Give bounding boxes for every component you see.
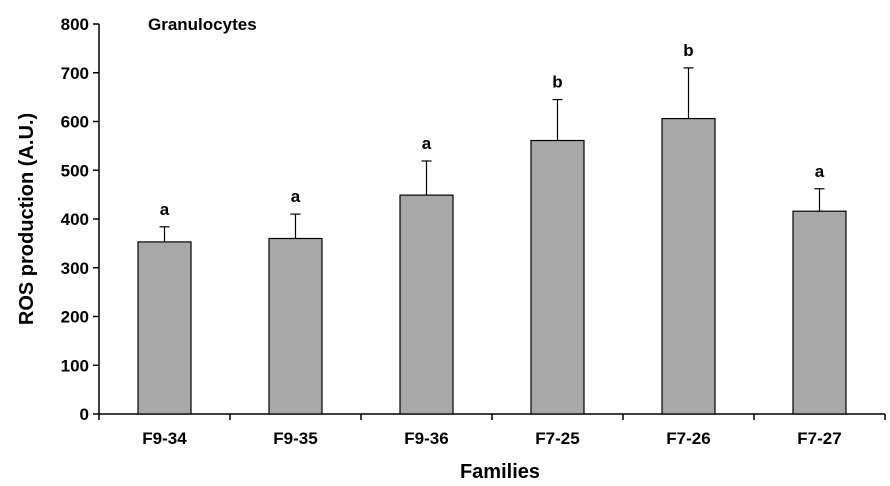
x-tick-label-F7-25: F7-25 <box>535 429 579 448</box>
bar-F9-34 <box>137 241 192 415</box>
significance-label-F9-35: a <box>291 187 301 206</box>
bar-F9-36 <box>399 194 454 415</box>
y-tick-label-700: 700 <box>61 64 89 83</box>
bar-F9-35 <box>268 237 323 415</box>
y-tick-label-200: 200 <box>61 308 89 327</box>
y-tick-label-500: 500 <box>61 161 89 180</box>
significance-label-F9-36: a <box>422 134 432 153</box>
plot-area: 0 100 200 300 400 500 600 700 800 a F9-34 a F9-35 a F9… <box>61 15 886 448</box>
y-tick-label-300: 300 <box>61 259 89 278</box>
significance-label-F7-25: b <box>552 73 562 92</box>
x-tick-label-F9-34: F9-34 <box>142 429 187 448</box>
bar-F7-26 <box>661 117 716 415</box>
significance-label-F7-26: b <box>683 41 693 60</box>
x-axis-title: Families <box>460 461 540 483</box>
bar-F7-27 <box>792 210 847 415</box>
bar-F7-25 <box>530 139 585 415</box>
x-tick-label-F7-27: F7-27 <box>797 429 841 448</box>
y-tick-label-800: 800 <box>61 15 89 34</box>
y-tick-label-0: 0 <box>80 405 89 424</box>
y-axis-title: ROS production (A.U.) <box>16 113 38 325</box>
significance-label-F7-27: a <box>815 162 825 181</box>
x-tick-label-F9-36: F9-36 <box>404 429 448 448</box>
y-tick-label-400: 400 <box>61 210 89 229</box>
y-tick-label-600: 600 <box>61 113 89 132</box>
chart-title: Granulocytes <box>148 15 257 34</box>
significance-label-F9-34: a <box>160 200 170 219</box>
x-tick-label-F7-26: F7-26 <box>666 429 710 448</box>
x-tick-label-F9-35: F9-35 <box>273 429 317 448</box>
y-tick-label-100: 100 <box>61 356 89 375</box>
